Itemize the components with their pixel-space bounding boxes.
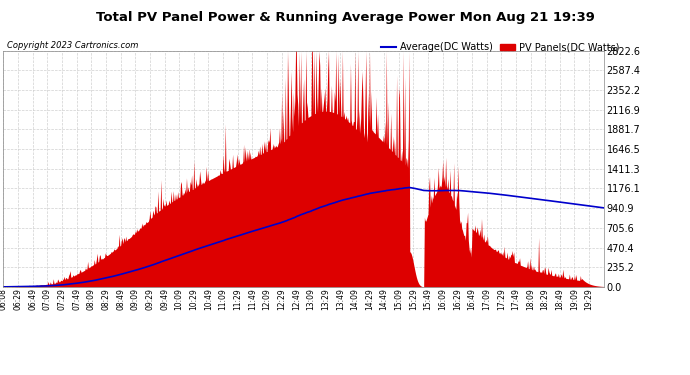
Text: Total PV Panel Power & Running Average Power Mon Aug 21 19:39: Total PV Panel Power & Running Average P… <box>95 11 595 24</box>
Legend: Average(DC Watts), PV Panels(DC Watts): Average(DC Watts), PV Panels(DC Watts) <box>377 39 623 56</box>
Text: Copyright 2023 Cartronics.com: Copyright 2023 Cartronics.com <box>7 41 138 50</box>
